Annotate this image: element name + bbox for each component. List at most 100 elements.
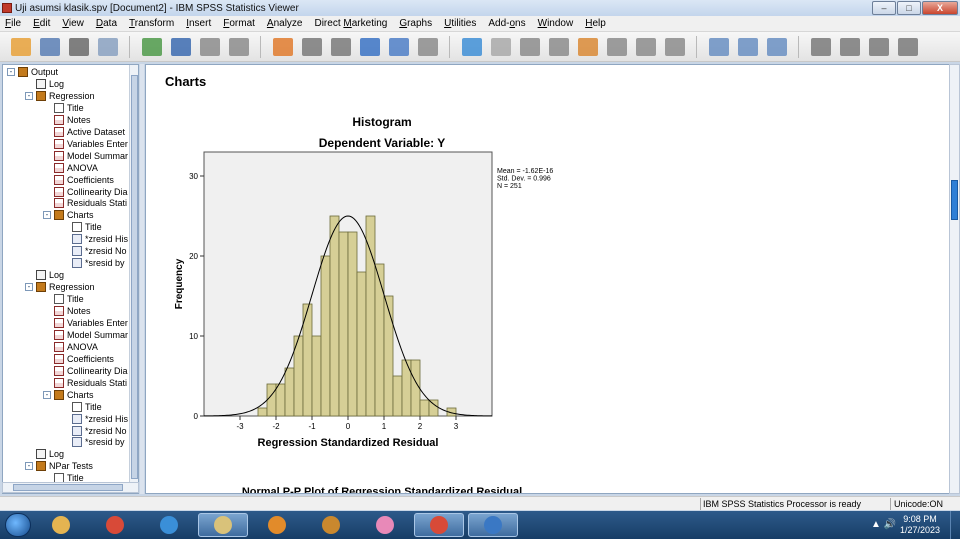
variables-icon[interactable] [357, 35, 382, 59]
outline-item[interactable]: Coefficients [54, 174, 114, 186]
menu-directmarketing[interactable]: Direct Marketing [311, 18, 393, 29]
outline-item[interactable]: Notes [54, 305, 91, 317]
print-preview-icon[interactable] [95, 35, 120, 59]
menu-file[interactable]: File [2, 18, 27, 29]
goto-variable-icon[interactable] [328, 35, 353, 59]
internet-explorer-icon[interactable] [144, 513, 194, 537]
save-icon[interactable] [37, 35, 62, 59]
goto-data-icon[interactable] [270, 35, 295, 59]
outline-item[interactable]: Variables Enter [54, 138, 128, 150]
menu-graphs[interactable]: Graphs [396, 18, 438, 29]
collapse-icon[interactable]: - [25, 283, 33, 292]
spell-check-icon[interactable] [459, 35, 484, 59]
outline-item[interactable]: Variables Enter [54, 317, 128, 329]
outline-scroll-thumb[interactable] [131, 75, 138, 479]
outline-vertical-scrollbar[interactable] [129, 65, 138, 493]
promote-icon[interactable] [517, 35, 542, 59]
remove-icon[interactable] [895, 35, 920, 59]
outline-item[interactable]: Collinearity Dia [54, 365, 128, 377]
outline-item[interactable]: - NPar Tests [25, 460, 93, 472]
outline-item[interactable]: *zresid No [72, 245, 127, 257]
file-explorer-icon[interactable] [36, 513, 86, 537]
menu-format[interactable]: Format [220, 18, 261, 29]
menu-transform[interactable]: Transform [126, 18, 180, 29]
outline-item[interactable]: Active Dataset [54, 126, 125, 138]
content-vertical-scrollbar[interactable] [949, 64, 960, 494]
show-desktop-button[interactable] [950, 511, 960, 539]
insert-text-icon[interactable] [764, 35, 789, 59]
outline-item[interactable]: Residuals Stati [54, 197, 127, 209]
menu-window[interactable]: Window [535, 18, 580, 29]
folder-icon[interactable] [198, 513, 248, 537]
outline-item[interactable]: ANOVA [54, 341, 98, 353]
outline-item[interactable]: Residuals Stati [54, 377, 127, 389]
menu-insert[interactable]: Insert [183, 18, 217, 29]
spss-icon[interactable] [468, 513, 518, 537]
outline-item[interactable]: Title [72, 221, 102, 233]
outline-item[interactable]: Collinearity Dia [54, 186, 128, 198]
outline-item[interactable]: ANOVA [54, 162, 98, 174]
menu-edit[interactable]: Edit [30, 18, 56, 29]
collapse-icon[interactable]: - [25, 462, 33, 471]
chrome-icon[interactable] [414, 513, 464, 537]
outline-item[interactable]: Model Summar [54, 329, 128, 341]
minimize-button[interactable]: – [872, 1, 896, 15]
goto-case-icon[interactable] [299, 35, 324, 59]
recall-dialog-icon[interactable] [168, 35, 193, 59]
show-icon[interactable] [633, 35, 658, 59]
outline-item[interactable]: Log [36, 269, 64, 281]
collapse-icon[interactable]: - [43, 390, 51, 399]
outline-item[interactable]: Log [36, 78, 64, 90]
outline-item[interactable]: *zresid His [72, 413, 128, 425]
outline-item[interactable]: Model Summar [54, 150, 128, 162]
outline-item[interactable]: Title [54, 102, 84, 114]
maximize-button[interactable]: □ [897, 1, 921, 15]
menu-help[interactable]: Help [582, 18, 612, 29]
menu-utilities[interactable]: Utilities [441, 18, 482, 29]
menu-addons[interactable]: Add-ons [485, 18, 531, 29]
paint-icon[interactable] [306, 513, 356, 537]
outline-item[interactable]: - Regression [25, 90, 95, 102]
show-all-variables-icon[interactable] [415, 35, 440, 59]
outline-hscroll-thumb[interactable] [13, 484, 123, 491]
use-variable-sets-icon[interactable] [386, 35, 411, 59]
redo-icon[interactable] [226, 35, 251, 59]
add-icon[interactable] [866, 35, 891, 59]
insert-title-icon[interactable] [735, 35, 760, 59]
close-button[interactable]: X [922, 1, 958, 15]
outline-item[interactable]: Title [72, 401, 102, 413]
expand-icon[interactable] [575, 35, 600, 59]
collapse-icon[interactable] [604, 35, 629, 59]
menu-view[interactable]: View [59, 18, 90, 29]
hide-icon[interactable] [662, 35, 687, 59]
outline-item[interactable]: Coefficients [54, 353, 114, 365]
outline-item[interactable]: - Charts [43, 389, 94, 401]
outline-item[interactable]: Log [36, 448, 64, 460]
open-icon[interactable] [8, 35, 33, 59]
collapse-icon[interactable]: - [7, 68, 15, 76]
outline-item[interactable]: Notes [54, 114, 91, 126]
forward-icon[interactable] [837, 35, 862, 59]
menu-data[interactable]: Data [93, 18, 123, 29]
outline-item[interactable]: Title [54, 293, 84, 305]
outline-item[interactable]: *sresid by [72, 436, 125, 448]
outline-item[interactable]: - Charts [43, 209, 94, 221]
histogram-chart[interactable]: Histogram Dependent Variable: Y 0102030 … [146, 65, 950, 494]
outline-item[interactable]: - Regression [25, 281, 95, 293]
outline-item[interactable]: *sresid by [72, 257, 125, 269]
clock[interactable]: 9:08 PM 1/27/2023 [900, 514, 940, 536]
media-player-icon[interactable] [252, 513, 302, 537]
outline-item[interactable]: - Output [7, 66, 58, 78]
undo-icon[interactable] [197, 35, 222, 59]
outline-item[interactable]: *zresid His [72, 233, 128, 245]
back-icon[interactable] [808, 35, 833, 59]
demote-icon[interactable] [546, 35, 571, 59]
export-icon[interactable] [139, 35, 164, 59]
start-button[interactable] [5, 513, 31, 537]
print-icon[interactable] [66, 35, 91, 59]
designate-window-icon[interactable] [488, 35, 513, 59]
tray-icons[interactable]: ▲ 🔊 [871, 519, 897, 530]
collapse-icon[interactable]: - [25, 91, 33, 100]
outline-item[interactable]: *zresid No [72, 425, 127, 437]
content-scroll-thumb[interactable] [951, 180, 958, 220]
